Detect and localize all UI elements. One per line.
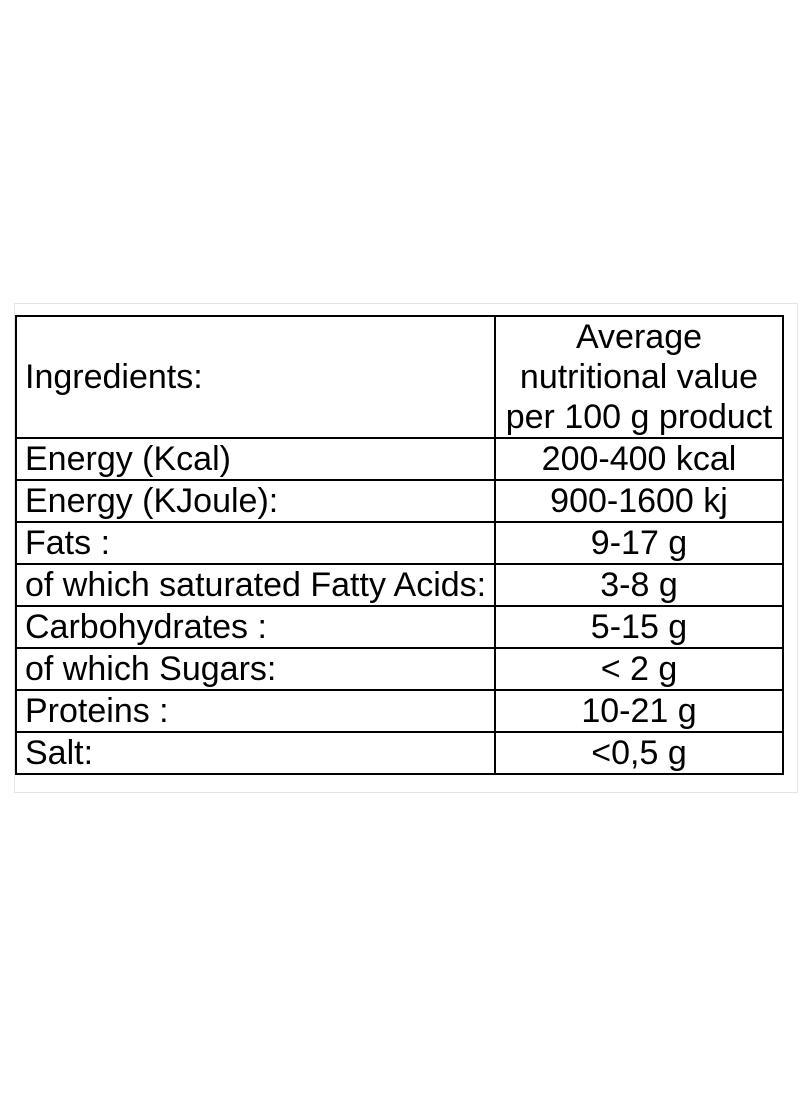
table-row-proteins: Proteins : 10-21 g — [15, 689, 784, 733]
nutrition-table: Ingredients: Average nutritional value p… — [15, 315, 784, 775]
row-value: <0,5 g — [494, 731, 784, 775]
table-row-fats: Fats : 9-17 g — [15, 521, 784, 565]
ingredients-header-label: Ingredients: — [25, 358, 203, 396]
table-row-salt: Salt: <0,5 g — [15, 731, 784, 775]
row-label: Energy (KJoule): — [15, 479, 496, 523]
table-row-energy-kcal: Energy (Kcal) 200-400 kcal — [15, 437, 784, 481]
row-label: Fats : — [15, 521, 496, 565]
row-value: 5-15 g — [494, 605, 784, 649]
value-header-line-1: Average — [575, 318, 703, 356]
row-value: 900-1600 kj — [494, 479, 784, 523]
row-label: of which Sugars: — [15, 647, 496, 691]
row-label: Salt: — [15, 731, 496, 775]
row-label: Proteins : — [15, 689, 496, 733]
value-header-line-3: per 100 g product — [505, 398, 773, 436]
table-row-sugars: of which Sugars: < 2 g — [15, 647, 784, 691]
row-value: 3-8 g — [494, 563, 784, 607]
value-header-cell: Average nutritional value per 100 g prod… — [494, 315, 784, 439]
row-value: 9-17 g — [494, 521, 784, 565]
row-label: of which saturated Fatty Acids: — [15, 563, 496, 607]
table-row-energy-kjoule: Energy (KJoule): 900-1600 kj — [15, 479, 784, 523]
table-row-carbohydrates: Carbohydrates : 5-15 g — [15, 605, 784, 649]
row-value: < 2 g — [494, 647, 784, 691]
row-label: Carbohydrates : — [15, 605, 496, 649]
value-header-line-2: nutritional value — [519, 358, 759, 396]
ingredients-header-cell: Ingredients: — [15, 315, 496, 439]
table-header-row: Ingredients: Average nutritional value p… — [15, 315, 784, 439]
row-value: 200-400 kcal — [494, 437, 784, 481]
table-row-saturated-fatty-acids: of which saturated Fatty Acids: 3-8 g — [15, 563, 784, 607]
row-value: 10-21 g — [494, 689, 784, 733]
row-label: Energy (Kcal) — [15, 437, 496, 481]
product-image-frame — [14, 303, 798, 793]
